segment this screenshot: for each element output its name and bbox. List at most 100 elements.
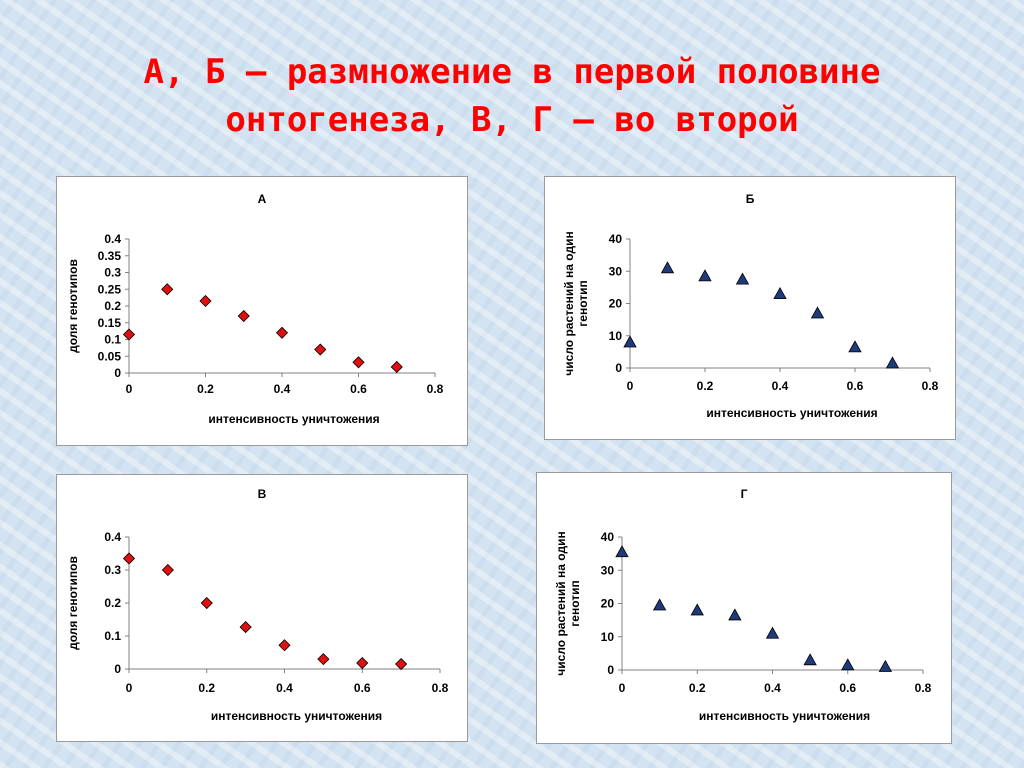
y-axis-label-line: генотип bbox=[568, 580, 582, 626]
y-tick-label: 0.3 bbox=[104, 266, 121, 280]
data-point-diamond bbox=[390, 360, 403, 374]
y-tick-label: 0.35 bbox=[98, 249, 122, 263]
x-tick-label: 0.4 bbox=[764, 681, 781, 695]
x-tick-label: 0 bbox=[126, 681, 133, 695]
data-point-diamond bbox=[161, 563, 174, 577]
data-point-triangle bbox=[803, 653, 817, 666]
x-tick-label: 0.2 bbox=[697, 379, 714, 393]
chart-svg: Б 0 10 20 30 40 0 0.2 0.4 0.6 0.8 интенсивность уни… bbox=[562, 192, 939, 420]
y-tick-label: 30 bbox=[609, 264, 623, 278]
chart-title: Б bbox=[746, 192, 755, 206]
x-tick-label: 0.8 bbox=[427, 382, 444, 396]
x-tick-label: 0.2 bbox=[197, 382, 214, 396]
chart-title: Г bbox=[741, 487, 748, 501]
x-tick-label: 0.8 bbox=[432, 681, 449, 695]
data-point-diamond bbox=[237, 309, 250, 323]
data-point-triangle bbox=[660, 261, 675, 274]
x-tick-label: 0.4 bbox=[276, 681, 293, 695]
y-tick-label: 0 bbox=[114, 662, 121, 676]
data-point-triangle bbox=[728, 608, 742, 621]
data-point-triangle bbox=[810, 306, 825, 319]
data-point-triangle bbox=[652, 598, 667, 611]
chart-title: А bbox=[258, 192, 267, 206]
slide-title-line-1: А, Б – размножение в первой половине bbox=[143, 52, 881, 92]
y-tick-label: 0 bbox=[607, 663, 614, 677]
chart-panel-v: В 0 0.1 0.2 0.3 0.4 0 0.2 0.4 0.6 0.8 интенсивность… bbox=[56, 474, 468, 742]
chart-svg: В 0 0.1 0.2 0.3 0.4 0 0.2 0.4 0.6 0.8 интенсивность… bbox=[66, 487, 449, 723]
data-point-triangle bbox=[848, 340, 862, 353]
data-point-triangle bbox=[765, 626, 780, 639]
data-point-triangle bbox=[841, 658, 855, 671]
data-point-diamond bbox=[161, 283, 174, 296]
chart-title: В bbox=[258, 487, 267, 501]
x-tick-label: 0 bbox=[627, 379, 634, 393]
y-axis-label: число растений на одингенотип bbox=[554, 531, 582, 675]
chart-panel-b: Б 0 10 20 30 40 0 0.2 0.4 0.6 0.8 интенсивность уни… bbox=[544, 176, 956, 440]
y-tick-label: 0.25 bbox=[98, 282, 122, 296]
y-tick-label: 0.4 bbox=[104, 530, 121, 544]
y-tick-label: 20 bbox=[609, 297, 623, 311]
chart-panel-g: Г 0 10 20 30 40 0 0.2 0.4 0.6 0.8 интенсивность уни… bbox=[536, 472, 952, 744]
y-tick-label: 0.05 bbox=[98, 349, 122, 363]
chart-svg: А 0 0.05 0.1 0.15 0.2 0.25 0.3 0.35 0.4 0 0.2 0.4 0.6… bbox=[66, 192, 444, 426]
y-tick-label: 0.15 bbox=[98, 316, 122, 330]
chart-panel-a: А 0 0.05 0.1 0.15 0.2 0.25 0.3 0.35 0.4 0 0.2 0.4 0.6… bbox=[56, 176, 468, 446]
y-tick-label: 0 bbox=[114, 366, 121, 380]
y-tick-label: 0.2 bbox=[104, 299, 121, 313]
x-tick-label: 0.8 bbox=[915, 681, 932, 695]
x-tick-label: 0 bbox=[619, 681, 626, 695]
y-tick-label: 40 bbox=[609, 232, 623, 246]
data-point-triangle bbox=[878, 659, 893, 672]
data-point-triangle bbox=[623, 335, 637, 348]
x-tick-label: 0.2 bbox=[198, 681, 215, 695]
x-tick-label: 0.4 bbox=[274, 382, 291, 396]
data-point-diamond bbox=[317, 653, 330, 666]
y-axis-label: доля генотипов bbox=[66, 556, 80, 650]
x-tick-label: 0.2 bbox=[689, 681, 706, 695]
chart-svg: Г 0 10 20 30 40 0 0.2 0.4 0.6 0.8 интенсивность уни… bbox=[554, 487, 932, 723]
data-point-diamond bbox=[200, 596, 213, 610]
x-axis-label: интенсивность уничтожения bbox=[208, 412, 379, 426]
data-point-diamond bbox=[352, 356, 365, 369]
x-axis-label: интенсивность уничтожения bbox=[706, 406, 877, 420]
y-tick-label: 0.4 bbox=[104, 232, 121, 246]
y-tick-label: 20 bbox=[601, 597, 615, 611]
data-point-diamond bbox=[199, 294, 212, 308]
x-tick-label: 0.6 bbox=[847, 379, 864, 393]
y-tick-label: 0.2 bbox=[104, 596, 121, 610]
data-point-triangle bbox=[615, 545, 629, 558]
x-tick-label: 0.6 bbox=[350, 382, 367, 396]
x-tick-label: 0.6 bbox=[354, 681, 371, 695]
data-point-diamond bbox=[239, 621, 252, 634]
y-tick-label: 10 bbox=[601, 630, 615, 644]
y-axis-label-line: число растений на один bbox=[562, 231, 576, 375]
data-point-diamond bbox=[356, 656, 369, 670]
slide-title-line-2: онтогенеза, В, Г – во второй bbox=[225, 100, 799, 140]
data-point-diamond bbox=[278, 639, 291, 652]
data-point-triangle bbox=[735, 272, 750, 285]
x-axis-label: интенсивность уничтожения bbox=[211, 709, 382, 723]
y-axis-label-line: доля генотипов bbox=[66, 556, 80, 650]
data-point-diamond bbox=[395, 657, 408, 671]
data-point-triangle bbox=[690, 603, 704, 616]
data-point-diamond bbox=[122, 552, 136, 565]
slide-title: А, Б – размножение в первой половине онт… bbox=[0, 48, 1024, 144]
y-axis-label-line: число растений на один bbox=[554, 531, 568, 675]
y-tick-label: 10 bbox=[609, 329, 623, 343]
data-point-diamond bbox=[122, 328, 136, 341]
data-point-diamond bbox=[314, 343, 327, 356]
data-point-triangle bbox=[885, 356, 900, 369]
x-tick-label: 0.8 bbox=[922, 379, 939, 393]
y-axis-label-line: генотип bbox=[576, 280, 590, 326]
data-point-diamond bbox=[275, 326, 289, 339]
y-axis-label: число растений на одингенотип bbox=[562, 231, 590, 375]
y-tick-label: 0 bbox=[615, 361, 622, 375]
y-tick-label: 0.1 bbox=[104, 629, 121, 643]
x-tick-label: 0.4 bbox=[772, 379, 789, 393]
x-tick-label: 0.6 bbox=[839, 681, 856, 695]
y-tick-label: 0.3 bbox=[104, 563, 121, 577]
y-tick-label: 30 bbox=[601, 563, 615, 577]
y-tick-label: 40 bbox=[601, 530, 615, 544]
data-point-triangle bbox=[773, 287, 787, 300]
data-point-triangle bbox=[698, 269, 712, 282]
